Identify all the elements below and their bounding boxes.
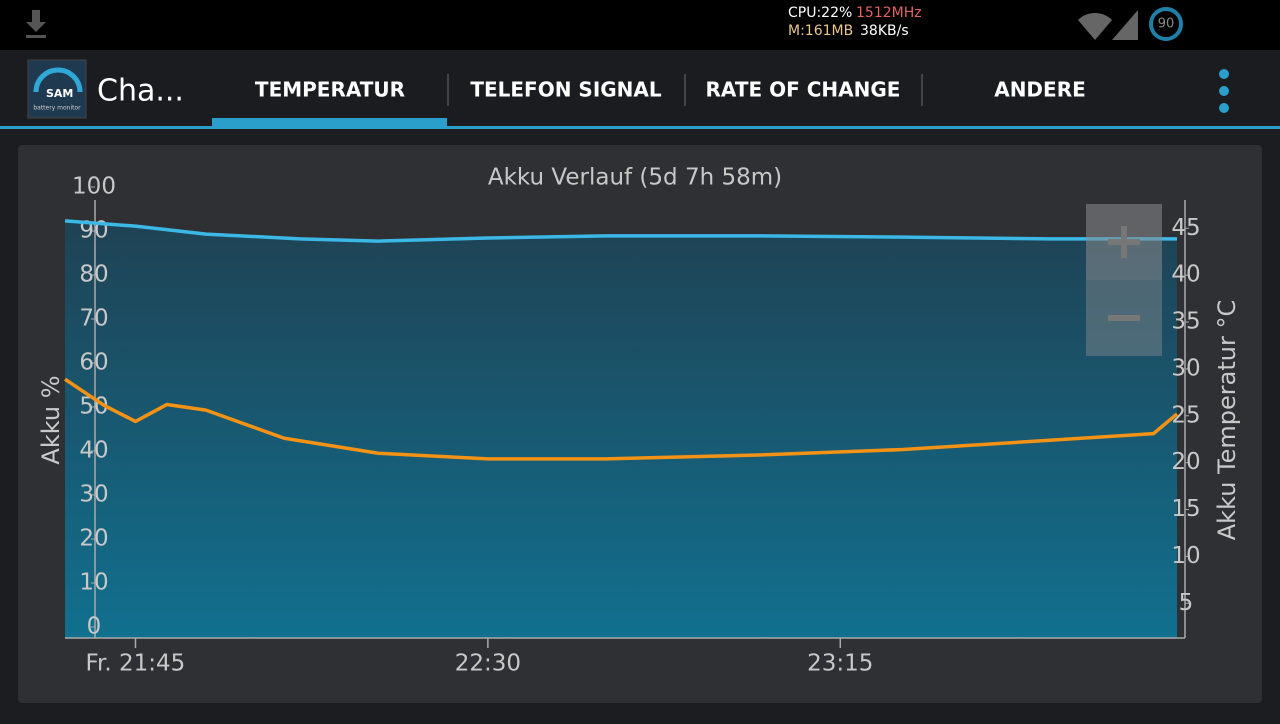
tab-indicator xyxy=(212,118,447,126)
y-tick-label: 80 xyxy=(79,262,108,288)
y2-tick-label: 35 xyxy=(1171,309,1200,335)
y-axis-label: Akku % xyxy=(37,375,65,464)
y2-tick-label: 40 xyxy=(1171,262,1200,288)
tab-dividers xyxy=(447,74,923,106)
tab[interactable]: RATE OF CHANGE xyxy=(706,78,901,102)
tab[interactable]: TELEFON SIGNAL xyxy=(470,78,662,102)
y2-tick-label: 45 xyxy=(1171,215,1200,241)
x-tick-label: Fr. 21:45 xyxy=(85,651,185,677)
y-tick-label: 70 xyxy=(79,306,108,332)
memory: M:161MB xyxy=(788,23,853,39)
network-speed: 38KB/s xyxy=(860,23,909,39)
logo-text: SAM xyxy=(46,87,73,100)
y2-tick-label: 10 xyxy=(1171,543,1200,569)
logo-arc xyxy=(33,67,83,93)
app-bar-underline xyxy=(0,126,1280,129)
zoom-in-icon xyxy=(1108,226,1140,258)
zoom-controls xyxy=(1086,204,1162,356)
y2-tick-label: 15 xyxy=(1171,496,1200,522)
cpu-usage: CPU:22% xyxy=(788,5,852,21)
app-bar xyxy=(0,52,1280,126)
wifi-icon xyxy=(1078,12,1112,41)
area xyxy=(65,220,1177,638)
y2-tick-label: 5 xyxy=(1179,590,1194,616)
cpu-frequency: 1512MHz xyxy=(856,5,922,21)
tab[interactable]: TEMPERATUR xyxy=(255,78,405,102)
y-tick-label: 60 xyxy=(79,350,108,376)
chart-title: Akku Verlauf (5d 7h 58m) xyxy=(488,165,782,191)
tab[interactable]: ANDERE xyxy=(994,78,1086,102)
line xyxy=(64,219,1177,243)
plot: 010203040506070809010051015202530354045F… xyxy=(64,174,1201,677)
y2-axis-label: Akku Temperatur °C xyxy=(1213,300,1241,541)
battery-ring xyxy=(1149,7,1183,41)
y-tick-label: 10 xyxy=(79,570,108,596)
download-icon xyxy=(26,10,46,38)
signal-icon xyxy=(1112,10,1138,40)
app-title: Cha... xyxy=(97,74,184,109)
y-tick-label: 30 xyxy=(79,482,108,508)
y-tick-label: 20 xyxy=(79,526,108,552)
y-tick-label: 0 xyxy=(87,614,102,640)
battery-level: 90 xyxy=(1158,17,1175,32)
y-tick-label: 100 xyxy=(72,174,116,200)
overflow-menu[interactable] xyxy=(1219,69,1229,113)
line xyxy=(64,377,1179,461)
status-bar xyxy=(0,0,1280,50)
x-tick-label: 22:30 xyxy=(455,651,521,677)
logo-caption: battery monitor xyxy=(33,105,81,112)
y2-tick-label: 30 xyxy=(1171,355,1200,381)
x-tick-label: 23:15 xyxy=(807,651,873,677)
y-tick-label: 40 xyxy=(79,438,108,464)
y2-tick-label: 20 xyxy=(1171,449,1200,475)
